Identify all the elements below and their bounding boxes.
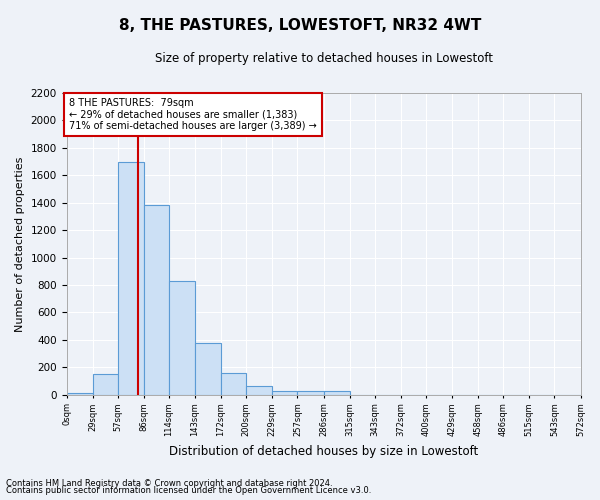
Bar (169, 281, 195, 394)
Y-axis label: Number of detached properties: Number of detached properties (15, 156, 25, 332)
Text: 8 THE PASTURES:  79sqm
← 29% of detached houses are smaller (1,383)
71% of semi-: 8 THE PASTURES: 79sqm ← 29% of detached … (69, 98, 317, 131)
Bar (272, 390, 298, 394)
Bar (92, 374, 118, 394)
Bar (246, 386, 272, 394)
Bar (323, 391, 350, 394)
Text: Contains HM Land Registry data © Crown copyright and database right 2024.: Contains HM Land Registry data © Crown c… (6, 478, 332, 488)
Bar (144, 206, 169, 394)
Title: Size of property relative to detached houses in Lowestoft: Size of property relative to detached ho… (155, 52, 493, 66)
Bar (221, 372, 246, 394)
Text: Contains public sector information licensed under the Open Government Licence v3: Contains public sector information licen… (6, 486, 371, 495)
X-axis label: Distribution of detached houses by size in Lowestoft: Distribution of detached houses by size … (169, 444, 478, 458)
Bar (195, 342, 221, 394)
Text: 8, THE PASTURES, LOWESTOFT, NR32 4WT: 8, THE PASTURES, LOWESTOFT, NR32 4WT (119, 18, 481, 32)
Bar (298, 391, 323, 394)
Bar (118, 162, 144, 394)
